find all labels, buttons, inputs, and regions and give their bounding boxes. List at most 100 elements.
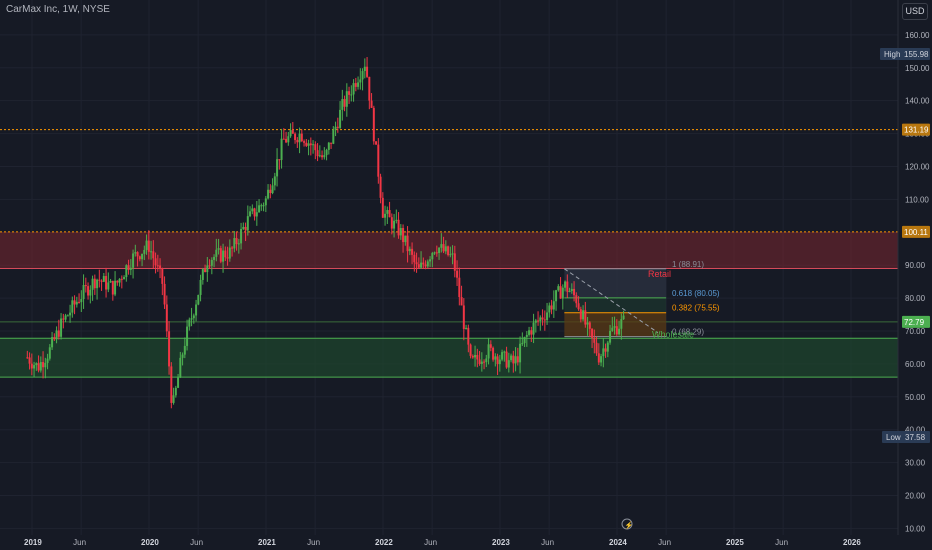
candle-body (300, 133, 303, 142)
candle-body (343, 99, 346, 107)
candle-body (523, 336, 526, 344)
candle-body (84, 285, 87, 287)
candle-body (75, 301, 78, 305)
candle-body (82, 285, 85, 300)
candle-body (217, 248, 220, 250)
candle-body (546, 312, 549, 321)
candle-body (228, 247, 231, 259)
candle-body (372, 107, 375, 142)
candle-body (354, 83, 357, 87)
candle-body (224, 250, 227, 258)
candle-body (453, 253, 456, 271)
candle-body (240, 228, 243, 244)
candle-body (498, 359, 501, 365)
candle-body (489, 344, 492, 348)
candle-body (611, 327, 614, 331)
candle-body (150, 251, 153, 253)
candle-body (289, 130, 292, 137)
candle-body (66, 315, 69, 317)
candle-body (433, 252, 436, 254)
high-label: High (884, 50, 900, 59)
x-tick-5: Jun (307, 538, 320, 547)
candle-body (399, 228, 402, 236)
candle-body (242, 226, 245, 229)
candle-body (174, 387, 177, 396)
candle-body (550, 305, 553, 310)
low-label: Low (886, 433, 901, 442)
currency-button[interactable]: USD (902, 3, 928, 20)
candle-body (89, 289, 92, 296)
candle-body (249, 211, 252, 217)
x-tick-3: Jun (190, 538, 203, 547)
candle-body (487, 344, 490, 359)
candle-body (548, 305, 551, 313)
candle-body (37, 363, 40, 371)
candle-body (147, 240, 150, 252)
candle-body (226, 257, 229, 259)
candle-body (420, 262, 423, 268)
candle-body (237, 243, 240, 245)
candle-body (316, 150, 319, 157)
candle-body (312, 144, 315, 146)
candle-body (323, 155, 326, 158)
candle-body (278, 159, 281, 161)
high-value: 155.98 (904, 50, 929, 59)
candle-body (116, 280, 119, 283)
candle-body (93, 278, 96, 289)
candle-body (105, 276, 108, 290)
candle-body (528, 330, 531, 335)
candle-body (350, 94, 353, 96)
candle-body (458, 277, 461, 298)
y-tick-1: 150.00 (905, 64, 930, 73)
level-100-tag: 100.11 (904, 228, 928, 237)
x-tick-1: Jun (73, 538, 86, 547)
fib-trend-line (564, 268, 659, 334)
candle-body (60, 318, 63, 337)
candle-body (253, 208, 256, 217)
last-price-tag: 72.79 (904, 318, 925, 327)
candle-body (532, 322, 535, 335)
candle-body (91, 278, 94, 290)
x-tick-7: Jun (424, 538, 437, 547)
candle-body (415, 262, 418, 265)
candle-body (57, 330, 60, 337)
wholesale-label: Wholesale (652, 330, 694, 340)
y-tick-12: 40.00 (905, 426, 926, 435)
candle-body (177, 377, 180, 388)
candle-body (424, 264, 427, 267)
fib-band-mid (564, 297, 667, 313)
candle-body (478, 359, 481, 364)
candle-body (71, 300, 74, 313)
candle-body (26, 357, 29, 359)
candle-body (386, 210, 389, 214)
candle-body (602, 348, 605, 357)
candle-body (417, 264, 420, 268)
level-131-tag-bg (902, 123, 930, 136)
candle-body (541, 317, 544, 320)
candle-body (73, 300, 76, 305)
x-tick-0: 2019 (24, 538, 42, 547)
y-tick-14: 20.00 (905, 492, 926, 501)
candle-body (107, 282, 110, 290)
candle-body (80, 299, 83, 303)
candle-body (480, 361, 483, 364)
candle-body (357, 82, 360, 87)
candle-body (377, 144, 380, 177)
candle-body (397, 219, 400, 236)
candle-body (206, 265, 209, 273)
high-tag-bg (880, 48, 930, 60)
candle-body (395, 219, 398, 221)
candle-body (435, 252, 438, 254)
candle-body (379, 176, 382, 198)
candle-body (210, 259, 213, 266)
y-tick-11: 50.00 (905, 393, 926, 402)
candle-body (388, 210, 391, 218)
candle-body (161, 268, 164, 284)
candle-body (456, 270, 459, 278)
candle-body (440, 244, 443, 248)
x-tick-12: 2025 (726, 538, 744, 547)
candle-body (48, 347, 51, 359)
candle-body (123, 277, 126, 280)
candle-body (339, 109, 342, 128)
